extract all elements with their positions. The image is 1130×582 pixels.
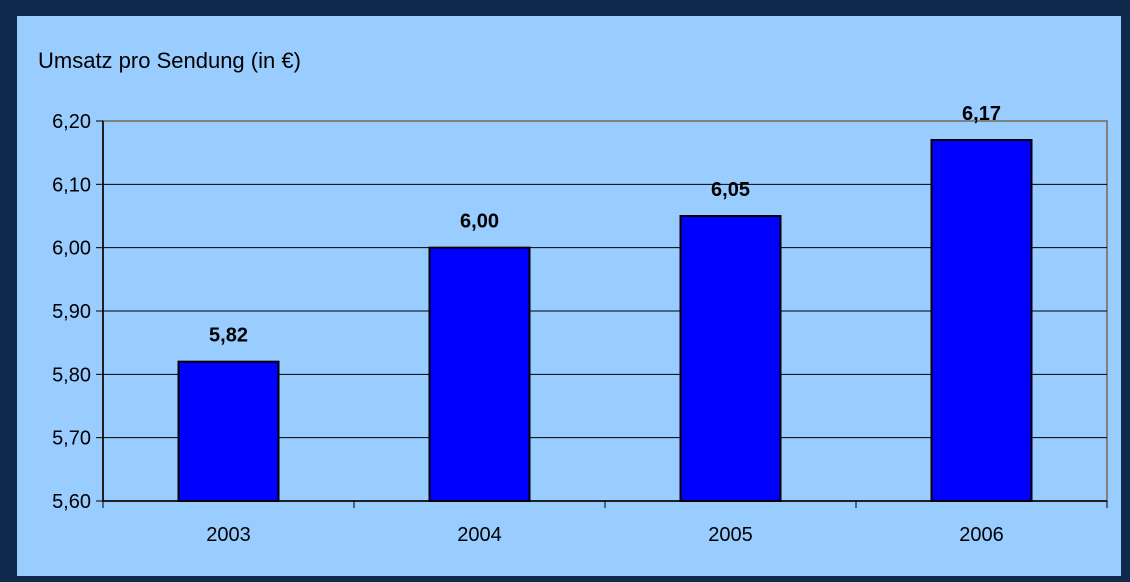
bar-2004 <box>428 246 531 502</box>
y-tick-label: 5,70 <box>52 428 91 450</box>
x-tick-label: 2005 <box>708 524 753 546</box>
y-tick-label: 6,10 <box>52 174 91 196</box>
axes <box>96 120 1108 508</box>
x-tick-label: 2004 <box>457 524 502 546</box>
bar-2003 <box>177 360 280 502</box>
data-label-2003: 5,82 <box>209 325 248 347</box>
labels: 5,60 5,70 5,80 5,90 6,00 6,10 6,20 2003 5,82 2004… <box>52 103 1004 546</box>
bar-2005 <box>679 215 782 502</box>
data-label-2005: 6,05 <box>711 179 750 201</box>
y-tick-label: 6,20 <box>52 111 91 133</box>
data-label-2006: 6,17 <box>962 103 1001 125</box>
y-tick-label: 6,00 <box>52 238 91 260</box>
bars <box>177 139 1033 502</box>
y-tick-label: 5,60 <box>52 491 91 513</box>
x-tick-label: 2006 <box>959 524 1004 546</box>
y-tick-label: 5,80 <box>52 364 91 386</box>
chart-title: Umsatz pro Sendung (in €) <box>38 48 301 73</box>
bar-2006 <box>930 139 1033 502</box>
y-tick-label: 5,90 <box>52 301 91 323</box>
x-tick-label: 2003 <box>206 524 251 546</box>
data-label-2004: 6,00 <box>460 211 499 233</box>
